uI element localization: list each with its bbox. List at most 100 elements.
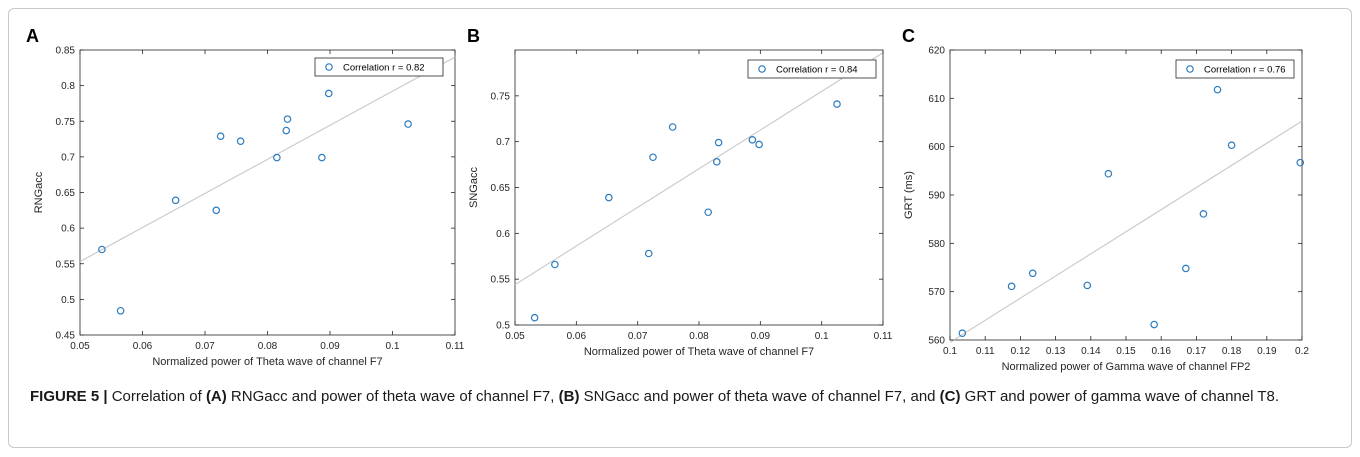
figure-caption: FIGURE 5 | Correlation of (A) RNGacc and… xyxy=(30,385,1330,408)
y-tick-label: 0.5 xyxy=(496,321,510,332)
data-point xyxy=(283,115,292,123)
x-tick-label: 0.09 xyxy=(320,341,340,352)
fit-line xyxy=(514,52,884,286)
x-tick-label: 0.2 xyxy=(1295,346,1309,357)
caption-text: RNGacc and power of theta wave of channe… xyxy=(226,388,559,405)
y-tick-label: 0.5 xyxy=(61,295,75,306)
x-tick-label: 0.18 xyxy=(1222,346,1242,357)
legend-label: Correlation r = 0.76 xyxy=(1204,65,1286,76)
y-tick-label: 570 xyxy=(928,287,945,298)
fit-line xyxy=(949,120,1303,343)
y-tick-label: 0.7 xyxy=(496,137,510,148)
data-point xyxy=(1028,269,1037,278)
y-tick-label: 0.65 xyxy=(491,183,511,194)
x-tick-label: 0.05 xyxy=(70,341,90,352)
x-tick-label: 0.05 xyxy=(505,331,525,342)
y-tick-label: 0.65 xyxy=(56,188,76,199)
y-axis-label: GRT (ms) xyxy=(903,171,915,219)
y-axis-label: RNGacc xyxy=(33,171,45,213)
panel-label-a: A xyxy=(26,26,39,46)
data-point xyxy=(282,126,291,135)
y-tick-label: 0.85 xyxy=(56,46,76,57)
data-point xyxy=(1213,85,1222,94)
y-tick-label: 0.45 xyxy=(56,331,76,342)
data-point xyxy=(605,193,613,202)
data-point xyxy=(216,132,225,141)
data-point xyxy=(712,158,721,166)
x-tick-label: 0.19 xyxy=(1257,346,1277,357)
x-tick-label: 0.11 xyxy=(976,346,995,357)
data-point xyxy=(748,136,757,144)
scatter-chart-a: 0.05 0.06 0.07 0.08 0.09 0.1 0.11 0.45 0.5 0.55 0.… xyxy=(33,46,1309,374)
data-point xyxy=(1150,320,1158,329)
caption-panel-ref: (A) xyxy=(205,388,227,405)
caption-panel-ref: (C) xyxy=(939,388,961,405)
data-point xyxy=(171,196,180,205)
x-tick-label: 0.1 xyxy=(386,341,400,352)
data-point xyxy=(649,153,657,162)
legend-box xyxy=(1175,59,1295,79)
x-tick-label: 0.07 xyxy=(195,341,215,352)
x-tick-label: 0.17 xyxy=(1187,346,1207,357)
panel-label-c: C xyxy=(902,26,915,46)
data-point xyxy=(551,260,559,269)
y-tick-label: 560 xyxy=(928,336,945,347)
legend-label: Correlation r = 0.82 xyxy=(343,63,425,74)
data-point xyxy=(1007,282,1016,291)
data-point xyxy=(1296,158,1305,167)
data-point xyxy=(212,206,221,215)
legend-marker xyxy=(1186,65,1194,73)
x-tick-label: 0.11 xyxy=(874,331,893,342)
y-tick-label: 600 xyxy=(928,142,945,153)
data-point xyxy=(1199,210,1208,218)
x-tick-label: 0.1 xyxy=(943,346,957,357)
x-tick-label: 0.08 xyxy=(258,341,278,352)
y-tick-label: 0.6 xyxy=(61,224,75,235)
data-point xyxy=(324,89,333,98)
caption-panel-ref: (B) xyxy=(558,388,580,405)
caption-body: Correlation of (A) RNGacc and power of t… xyxy=(108,388,1279,405)
data-point xyxy=(714,138,723,147)
y-tick-label: 0.6 xyxy=(496,229,510,240)
data-point xyxy=(1104,169,1113,178)
x-tick-label: 0.06 xyxy=(567,331,587,342)
x-tick-label: 0.14 xyxy=(1081,346,1101,357)
y-tick-label: 580 xyxy=(928,239,945,250)
data-point xyxy=(116,306,125,315)
y-axis-label: SNGacc xyxy=(468,167,480,208)
y-tick-label: 0.55 xyxy=(491,275,511,286)
y-tick-label: 0.7 xyxy=(61,152,75,163)
data-point xyxy=(755,140,763,149)
legend-box xyxy=(314,57,444,77)
data-point xyxy=(704,208,713,217)
legend-marker xyxy=(325,63,333,71)
x-tick-label: 0.09 xyxy=(751,331,771,342)
x-tick-label: 0.13 xyxy=(1046,346,1066,357)
y-tick-label: 0.75 xyxy=(491,91,511,102)
data-point xyxy=(644,249,653,258)
y-tick-label: 0.8 xyxy=(61,81,75,92)
caption-text: SNGacc and power of theta wave of channe… xyxy=(579,388,940,405)
data-point xyxy=(1083,281,1092,290)
data-point xyxy=(530,313,539,322)
y-tick-label: 590 xyxy=(928,191,945,202)
caption-label: FIGURE 5 | xyxy=(30,388,108,405)
x-tick-label: 0.07 xyxy=(628,331,648,342)
data-point xyxy=(273,153,281,162)
x-tick-label: 0.12 xyxy=(1011,346,1031,357)
data-point xyxy=(404,120,412,128)
data-point xyxy=(668,123,677,131)
y-tick-label: 0.55 xyxy=(56,259,76,270)
data-point xyxy=(1182,264,1190,273)
panel-b: 0.05 0.06 0.07 0.08 0.09 0.1 0.11 0.5 0.55 0.6 0.6… xyxy=(468,49,893,358)
legend-marker xyxy=(758,65,766,73)
panel-a: 0.05 0.06 0.07 0.08 0.09 0.1 0.11 0.45 0.5 0.55 0.… xyxy=(33,46,465,369)
x-axis-label: Normalized power of Gamma wave of channe… xyxy=(1002,361,1251,373)
caption-text: Correlation of xyxy=(107,388,206,405)
data-point xyxy=(98,245,106,254)
x-tick-label: 0.06 xyxy=(133,341,153,352)
x-axis-label: Normalized power of Theta wave of channe… xyxy=(584,346,814,358)
legend-label: Correlation r = 0.84 xyxy=(776,65,858,76)
fit-line xyxy=(79,56,456,263)
x-tick-label: 0.1 xyxy=(815,331,829,342)
